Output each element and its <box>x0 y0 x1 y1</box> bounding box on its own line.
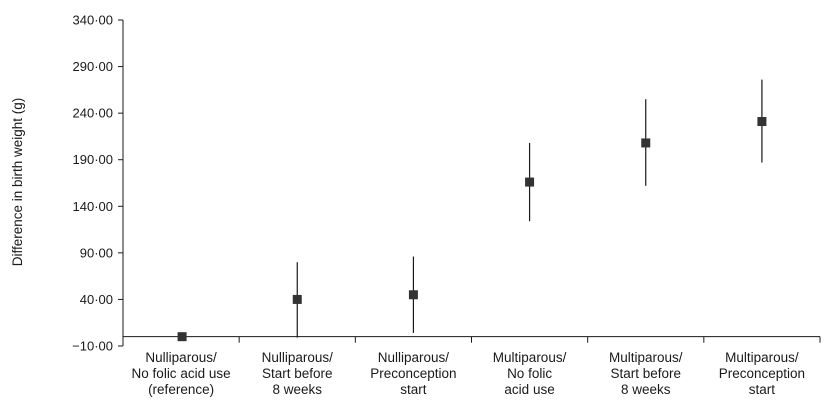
x-category-label: Multiparous/No folic acid use <box>493 350 567 397</box>
x-category-label: Multiparous/Start before 8 weeks <box>609 350 683 397</box>
axes <box>122 20 820 346</box>
data-points <box>177 117 767 342</box>
data-point-marker <box>292 294 302 304</box>
data-point-marker <box>408 290 418 300</box>
y-tick-label: 340·00 <box>73 13 113 28</box>
y-tick-label: 90·00 <box>80 245 113 260</box>
error-bars <box>296 79 763 338</box>
y-tick-label: 40·00 <box>80 292 113 307</box>
data-point-marker <box>641 138 651 148</box>
x-category-label: Nulliparous/Preconception start <box>370 350 456 397</box>
y-axis-title: Difference in birth weight (g) <box>10 98 25 267</box>
y-tick-label: −10·00 <box>72 339 113 354</box>
y-tick-label: 190·00 <box>73 152 113 167</box>
data-point-marker <box>757 117 767 127</box>
data-point-marker <box>177 332 187 342</box>
category-labels: Nulliparous/No folic acid use (reference)… <box>132 350 806 397</box>
data-point-marker <box>525 177 535 187</box>
x-category-label: Multiparous/Preconception start <box>719 350 805 397</box>
x-category-label: Nulliparous/No folic acid use (reference) <box>132 350 231 397</box>
y-ticks: −10·00 40·00 90·00 140·00 190·00 240·00 290·00… <box>72 13 123 354</box>
x-category-label: Nulliparous/Start before 8 weeks <box>262 350 334 397</box>
y-tick-label: 140·00 <box>73 199 113 214</box>
y-tick-label: 240·00 <box>73 106 113 121</box>
x-ticks <box>122 336 821 343</box>
y-tick-label: 290·00 <box>73 59 113 74</box>
